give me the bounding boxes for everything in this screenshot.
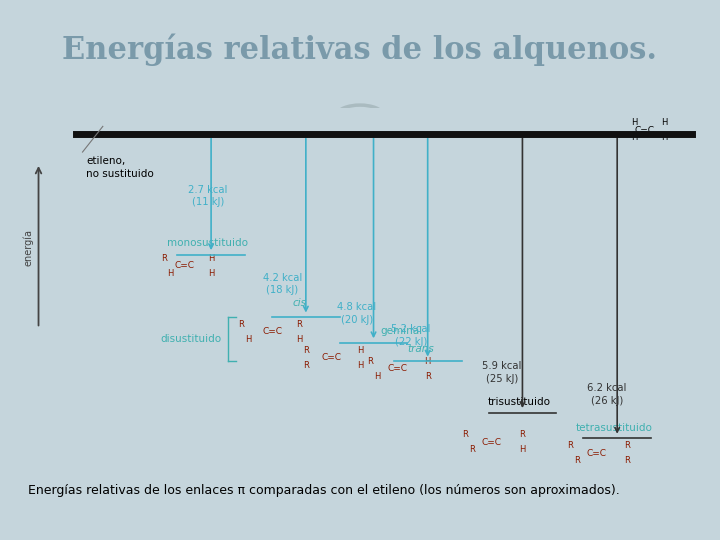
Text: tetrasustituido: tetrasustituido: [575, 423, 652, 433]
Text: 4.2 kcal
(18 kJ): 4.2 kcal (18 kJ): [263, 273, 302, 295]
Text: trans: trans: [408, 344, 434, 354]
Text: 2.7 kcal
(11 kJ): 2.7 kcal (11 kJ): [188, 185, 228, 207]
Text: R: R: [520, 430, 526, 440]
Text: disustituido: disustituido: [160, 334, 221, 345]
Text: R: R: [425, 372, 431, 381]
Text: C=C: C=C: [387, 364, 408, 373]
Text: H: H: [208, 269, 215, 278]
Text: R: R: [303, 346, 309, 355]
Text: H: H: [662, 133, 667, 142]
Text: monosustituido: monosustituido: [167, 238, 248, 247]
Text: 5.9 kcal
(25 kJ): 5.9 kcal (25 kJ): [482, 361, 522, 383]
Text: C=C: C=C: [482, 437, 502, 447]
Text: H: H: [519, 445, 526, 454]
Text: H: H: [631, 118, 637, 127]
Text: geminal: geminal: [380, 326, 423, 336]
Text: 6.2 kcal
(26 kJ): 6.2 kcal (26 kJ): [588, 383, 626, 406]
Text: cis: cis: [292, 298, 306, 308]
Text: R: R: [303, 361, 309, 369]
Text: H: H: [208, 254, 215, 263]
Text: H: H: [245, 335, 251, 344]
Text: H: H: [631, 133, 637, 142]
Text: C=C: C=C: [262, 327, 282, 336]
Text: H: H: [296, 335, 302, 344]
Text: H: H: [167, 269, 174, 278]
Text: R: R: [462, 430, 468, 440]
Text: R: R: [296, 320, 302, 329]
Text: Energías relativas de los enlaces π comparadas con el etileno (los números son a: Energías relativas de los enlaces π comp…: [28, 483, 620, 497]
Text: R: R: [567, 441, 572, 450]
Text: C=C: C=C: [174, 261, 194, 271]
Text: R: R: [624, 441, 630, 450]
Text: C=C: C=C: [634, 125, 654, 134]
Text: R: R: [469, 445, 474, 454]
Text: R: R: [161, 254, 166, 263]
Text: 5.2 kcal
(22 kJ): 5.2 kcal (22 kJ): [391, 325, 431, 347]
Text: C=C: C=C: [587, 449, 607, 458]
Text: R: R: [624, 456, 630, 465]
Text: H: H: [425, 357, 431, 366]
Text: C=C: C=C: [322, 353, 341, 362]
Text: R: R: [367, 357, 373, 366]
Text: energía: energía: [23, 229, 34, 266]
Text: H: H: [357, 346, 363, 355]
Text: etileno,
no sustituido: etileno, no sustituido: [86, 156, 153, 179]
Text: R: R: [238, 320, 245, 329]
Text: Energías relativas de los alquenos.: Energías relativas de los alquenos.: [63, 33, 657, 66]
Text: trisustituido: trisustituido: [487, 397, 551, 407]
Text: H: H: [357, 361, 363, 369]
Text: R: R: [574, 456, 580, 465]
Text: 4.8 kcal
(20 kJ): 4.8 kcal (20 kJ): [337, 302, 376, 325]
Text: H: H: [374, 372, 380, 381]
Text: H: H: [662, 118, 667, 127]
